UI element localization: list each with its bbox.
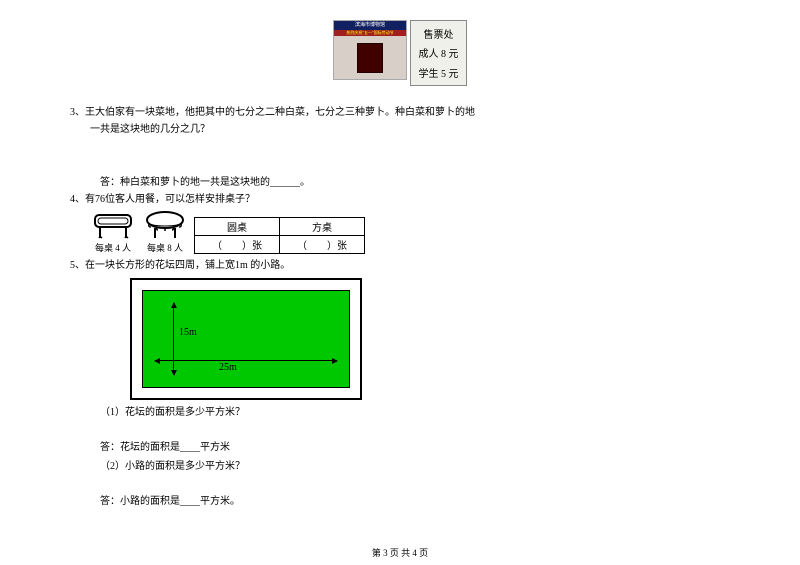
ticket-price-sign: 售票处 成人 8 元 学生 5 元: [410, 20, 467, 86]
question-4: 4、有76位客人用餐，可以怎样安排桌子？: [70, 191, 730, 208]
q3-text-line1: 王大伯家有一块菜地，他把其中的七分之二种白菜，七分之三种萝卜。种白菜和萝卜的地: [85, 107, 475, 118]
q3-text-line2: 一共是这块地的几分之几？: [90, 121, 730, 138]
question-5: 5、在一块长方形的花坛四周，铺上宽1m 的小路。: [70, 257, 730, 274]
question-3: 3、王大伯家有一块菜地，他把其中的七分之二种白菜，七分之三种萝卜。种白菜和萝卜的…: [70, 104, 730, 121]
door-icon: [357, 43, 383, 73]
table-header-square: 方桌: [280, 218, 365, 236]
horizontal-dimension-arrow: [155, 360, 337, 361]
q4-number: 4、: [70, 194, 85, 205]
page-footer: 第 3 页 共 4 页: [0, 546, 800, 559]
garden-inner: 15m 25m: [142, 290, 350, 388]
table-row: 圆桌 方桌: [195, 218, 365, 236]
top-image-row: 滨海市博物馆 热烈庆祝"五一"国际劳动节 售票处 成人 8 元 学生 5 元: [70, 20, 730, 86]
vertical-dimension-label: 15m: [179, 327, 197, 338]
q5-ans2: 答：小路的面积是____平方米。: [100, 493, 730, 510]
round-table-icon: 每桌 8 人: [142, 211, 188, 254]
q3-number: 3、: [70, 107, 85, 118]
q4-data-table: 圆桌 方桌 （ ）张 （ ）张: [194, 217, 365, 254]
museum-door-area: [334, 36, 406, 79]
sign-student-price: 学生 5 元: [411, 65, 466, 80]
table-cell-round: （ ）张: [195, 236, 280, 254]
q5-number: 5、: [70, 260, 85, 271]
q4-text: 有76位客人用餐，可以怎样安排桌子？: [85, 194, 255, 205]
sign-adult-price: 成人 8 元: [411, 45, 466, 60]
q3-answer: 答：种白菜和萝卜的地一共是这块地的______。: [100, 174, 730, 191]
q5-text: 在一块长方形的花坛四周，铺上宽1m 的小路。: [85, 260, 290, 271]
table-row: （ ）张 （ ）张: [195, 236, 365, 254]
square-table-icon: 每桌 4 人: [90, 211, 136, 254]
museum-sign: 滨海市博物馆: [334, 21, 406, 30]
table-header-round: 圆桌: [195, 218, 280, 236]
q4-tables-row: 每桌 4 人 每桌 8 人 圆桌 方桌 （ ）张 （ ）张: [90, 211, 730, 254]
vertical-dimension-arrow: [173, 303, 174, 375]
page-content: 滨海市博物馆 热烈庆祝"五一"国际劳动节 售票处 成人 8 元 学生 5 元 3…: [0, 0, 800, 520]
q5-ans1: 答：花坛的面积是____平方米: [100, 439, 730, 456]
q5-sub1: （1）花坛的面积是多少平方米？: [100, 404, 730, 421]
square-table-label: 每桌 4 人: [90, 241, 136, 254]
table-cell-square: （ ）张: [280, 236, 365, 254]
round-table-label: 每桌 8 人: [142, 241, 188, 254]
garden-diagram: 15m 25m: [130, 278, 362, 400]
museum-photo: 滨海市博物馆 热烈庆祝"五一"国际劳动节: [333, 20, 407, 80]
sign-title: 售票处: [411, 26, 466, 41]
q5-sub2: （2）小路的面积是多少平方米？: [100, 458, 730, 475]
horizontal-dimension-label: 25m: [219, 362, 237, 373]
